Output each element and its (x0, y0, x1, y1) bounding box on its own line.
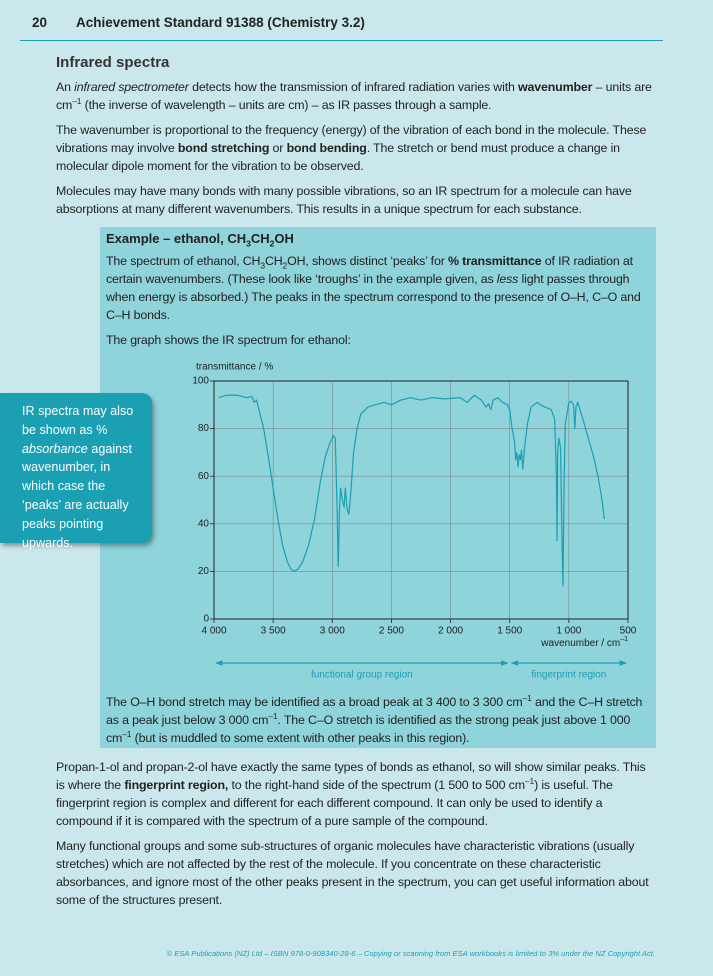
text: Example – ethanol, CH (106, 231, 247, 246)
paragraph: The graph shows the IR spectrum for etha… (106, 331, 651, 349)
text: fingerprint region, (124, 778, 229, 792)
page-number: 20 (32, 15, 48, 30)
plot-frame (213, 380, 629, 620)
text: –1 (524, 775, 535, 786)
text: less (496, 272, 519, 286)
text: 3 (260, 260, 265, 271)
text: absorbance (22, 441, 88, 456)
text: to the right-hand side of the spectrum (… (228, 778, 525, 792)
y-tick-label: 40 (198, 518, 210, 529)
x-tick-label: 2 500 (379, 626, 404, 637)
text: bond stretching (177, 141, 270, 155)
paragraph: Propan-1-ol and propan-2-ol have exactly… (56, 758, 656, 830)
text: –1 (122, 728, 132, 739)
x-tick-label: 3 000 (320, 626, 345, 637)
text: against wavenumber, in which case the ‘p… (22, 441, 132, 550)
text: The O–H bond stretch may be identified a… (106, 695, 523, 709)
text: 2 (269, 238, 275, 249)
paragraph: Molecules may have many bonds with many … (56, 182, 656, 218)
text: 3 (246, 238, 251, 249)
x-tick-label: 3 500 (261, 626, 286, 637)
region-label: functional group region (311, 670, 413, 681)
example-text: The spectrum of ethanol, CH3CH2OH, shows… (106, 252, 651, 356)
text: ) is useful. The fingerprint region is c… (56, 778, 613, 828)
paragraph: The wavenumber is proportional to the fr… (56, 121, 656, 175)
text: IR spectra may also be shown as % (22, 404, 134, 437)
x-axis-label-text: wavenumber / cm (540, 638, 620, 649)
text: CH (250, 231, 270, 246)
x-tick-label: 1 000 (556, 626, 581, 637)
text: Many functional groups and some sub-stru… (56, 839, 649, 907)
closing: Propan-1-ol and propan-2-ol have exactly… (56, 758, 656, 916)
text: 2 (282, 260, 288, 271)
y-tick-label: 80 (198, 423, 210, 434)
x-tick-label: 2 000 (438, 626, 463, 637)
text: OH, shows distinct ‘peaks’ for (287, 254, 448, 268)
text: CH (264, 254, 283, 268)
paragraph: The spectrum of ethanol, CH3CH2OH, shows… (106, 252, 651, 324)
example-heading: Example – ethanol, CH3CH2OH (106, 231, 294, 249)
intro: An infrared spectrometer detects how the… (56, 78, 656, 225)
text: % transmittance (447, 254, 542, 268)
header-title: Achievement Standard 91388 (Chemistry 3.… (76, 15, 365, 30)
spectrum-line (218, 394, 605, 587)
text: –1 (522, 692, 532, 703)
text: –1 (72, 95, 82, 106)
paragraph: The O–H bond stretch may be identified a… (106, 693, 654, 747)
y-axis-label: transmittance / % (196, 362, 273, 373)
y-tick-label: 20 (198, 566, 210, 577)
text: The spectrum of ethanol, CH (106, 254, 261, 268)
text: infrared spectrometer (74, 80, 189, 94)
example-box: Example – ethanol, CH3CH2OH The spectrum… (100, 227, 656, 748)
ir-spectrum-chart: transmittance / % 0 20 40 60 80 100 4 000 3 500… (192, 362, 637, 681)
header-rule (20, 40, 663, 41)
y-tick-label: 100 (192, 376, 209, 387)
footer: © ESA Publications (NZ) Ltd – ISBN 978-0… (166, 949, 655, 958)
text: of IR radiation at certain wavenumbers. … (106, 254, 633, 286)
text: –1 (268, 710, 278, 721)
region-label: fingerprint region (531, 670, 606, 681)
text: Propan-1-ol and propan-2-ol have exactly… (56, 760, 646, 792)
text: OH (274, 231, 294, 246)
text: The graph shows the IR spectrum for etha… (106, 333, 351, 347)
text: . The stretch or bend must produce a cha… (56, 141, 620, 173)
text: and the C–H stretch as a peak just below… (106, 695, 643, 727)
text: . The C–O stretch is identified as the s… (106, 713, 631, 745)
x-tick-label: 500 (620, 626, 637, 637)
y-tick-label: 0 (203, 614, 209, 625)
text: Molecules may have many bonds with many … (56, 184, 632, 216)
x-tick-label: 1 500 (497, 626, 522, 637)
paragraph: Many functional groups and some sub-stru… (56, 837, 656, 909)
text: detects how the transmission of infrared… (188, 80, 519, 94)
x-axis-label: wavenumber / cm–1 (540, 636, 628, 649)
text: bond bending (286, 141, 367, 155)
x-axis-label-sup: –1 (620, 636, 628, 643)
text: or (269, 141, 287, 155)
section-title: Infrared spectra (56, 54, 170, 71)
text: An (56, 80, 75, 94)
text: (but is muddled to some extent with othe… (131, 731, 470, 745)
text: The wavenumber is proportional to the fr… (56, 123, 647, 155)
text: – units are cm (56, 80, 652, 112)
side-note: IR spectra may also be shown as % absorb… (0, 393, 152, 550)
y-tick-label: 60 (198, 471, 210, 482)
example-after: The O–H bond stretch may be identified a… (106, 693, 654, 754)
x-tick-label: 4 000 (201, 626, 226, 637)
paragraph: An infrared spectrometer detects how the… (56, 78, 656, 114)
text: (the inverse of wavelength – units are c… (81, 98, 492, 112)
text: light passes through when energy is abso… (106, 272, 641, 322)
text: wavenumber (518, 80, 593, 94)
